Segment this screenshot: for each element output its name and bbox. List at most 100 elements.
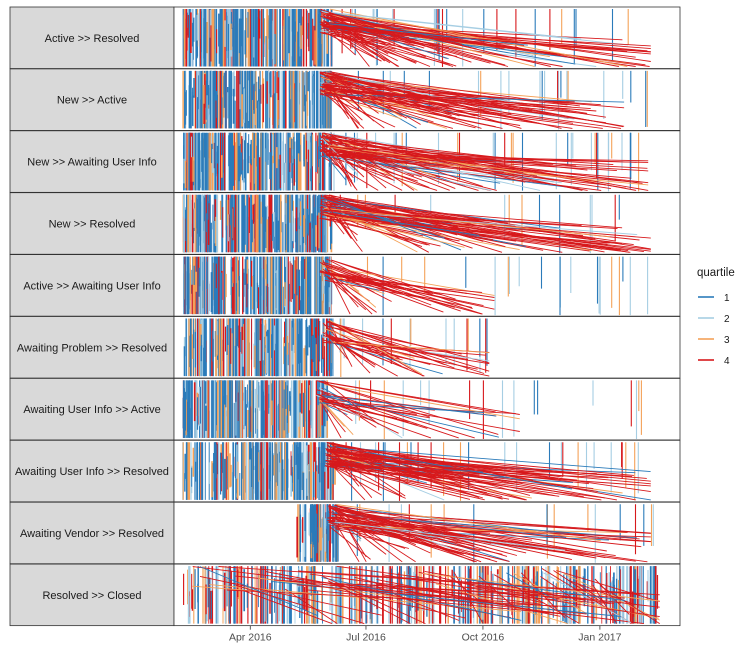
segment-mark xyxy=(318,402,485,413)
segment-mark xyxy=(324,25,391,64)
segment-mark xyxy=(354,576,447,602)
segment-mark xyxy=(336,448,634,476)
segment-mark xyxy=(333,509,628,533)
segment-mark xyxy=(318,398,345,427)
legend: quartile 1 2 3 4 xyxy=(697,267,735,367)
facet-strip-label: Awaiting User Info >> Active xyxy=(23,404,160,416)
facet-strip-label: New >> Resolved xyxy=(49,218,136,230)
segment-mark xyxy=(324,403,375,422)
segment-mark xyxy=(328,443,534,481)
segment-mark xyxy=(329,337,409,370)
segment-mark xyxy=(327,155,438,191)
segment-mark xyxy=(321,24,356,56)
segment-mark xyxy=(331,135,649,191)
x-tick-label: Apr 2016 xyxy=(229,632,272,644)
segment-mark xyxy=(327,76,375,122)
segment-mark xyxy=(330,147,430,189)
facet-panel-border xyxy=(173,563,681,627)
segment-mark xyxy=(418,571,545,604)
segment-mark xyxy=(329,77,408,119)
segment-mark xyxy=(462,586,625,599)
segment-mark xyxy=(398,585,549,614)
segment-mark xyxy=(329,526,371,560)
segment-mark xyxy=(325,144,588,191)
segment-mark xyxy=(324,384,520,420)
segment-mark xyxy=(323,84,385,129)
segment-mark xyxy=(328,13,477,50)
segment-mark xyxy=(328,146,482,170)
facet-row: New >> Awaiting User Info xyxy=(9,130,681,193)
segment-mark xyxy=(328,321,424,377)
segment-mark xyxy=(322,261,412,291)
segment-marks xyxy=(296,504,654,563)
segment-mark xyxy=(320,8,472,63)
segment-mark xyxy=(465,578,626,602)
segment-mark xyxy=(330,342,443,375)
segment-mark xyxy=(326,396,500,438)
segment-mark xyxy=(320,143,354,179)
segment-mark xyxy=(330,513,533,541)
segment-mark xyxy=(330,464,382,496)
segment-mark xyxy=(327,153,638,183)
segment-mark xyxy=(325,465,510,500)
segment-mark xyxy=(322,196,463,230)
legend-entry-label: 1 xyxy=(724,293,730,304)
facet-row: Resolved >> Closed xyxy=(9,563,681,627)
segment-mark xyxy=(334,521,566,551)
segment-mark xyxy=(319,213,517,242)
facet-strip xyxy=(9,563,175,627)
segment-mark xyxy=(599,585,660,624)
segment-mark xyxy=(323,380,379,425)
segment-mark xyxy=(243,590,333,625)
segment-mark xyxy=(324,92,603,129)
segment-mark xyxy=(320,401,342,439)
segment-mark xyxy=(318,398,432,439)
segment-mark xyxy=(325,454,578,481)
legend-entry-label: 4 xyxy=(724,356,730,367)
segment-mark xyxy=(325,203,363,252)
segment-mark xyxy=(323,392,459,439)
segment-mark xyxy=(326,94,625,103)
segment-mark xyxy=(319,92,396,128)
segment-mark xyxy=(319,396,428,429)
segment-mark xyxy=(235,584,365,625)
segment-mark xyxy=(323,213,465,248)
segment-marks xyxy=(183,565,660,625)
segment-mark xyxy=(321,23,560,55)
segment-mark xyxy=(323,31,382,62)
segment-marks xyxy=(183,318,490,378)
segment-mark xyxy=(320,30,597,67)
segment-mark xyxy=(326,86,350,120)
facet-strip-label: New >> Active xyxy=(57,95,127,107)
facet-row: Awaiting Problem >> Resolved xyxy=(9,316,681,379)
segment-mark xyxy=(330,196,603,250)
segment-mark xyxy=(320,150,649,172)
legend-title: quartile xyxy=(697,267,735,279)
segment-mark xyxy=(329,521,464,555)
segment-mark xyxy=(453,571,484,624)
segment-mark xyxy=(329,338,398,377)
segment-mark xyxy=(199,575,382,616)
segment-mark xyxy=(326,144,613,185)
segment-mark xyxy=(323,85,509,125)
segment-mark xyxy=(322,151,347,181)
segment-mark xyxy=(337,516,481,552)
facet-strip xyxy=(9,6,175,69)
segment-mark xyxy=(319,73,421,108)
segment-marks xyxy=(182,194,651,254)
segment-mark xyxy=(325,194,508,224)
segment-mark xyxy=(327,580,411,624)
segment-mark xyxy=(334,504,508,557)
segment-mark xyxy=(320,209,584,237)
segment-mark xyxy=(326,334,445,364)
segment-mark xyxy=(322,145,614,166)
segment-mark xyxy=(556,570,660,603)
segment-mark xyxy=(319,89,597,112)
segment-mark xyxy=(320,31,396,50)
facet-row: Awaiting Vendor >> Resolved xyxy=(9,501,681,565)
segment-marks xyxy=(182,70,648,130)
segment-mark xyxy=(329,450,535,473)
segment-mark xyxy=(336,519,477,557)
segment-mark xyxy=(324,465,560,497)
segment-mark xyxy=(325,24,398,62)
